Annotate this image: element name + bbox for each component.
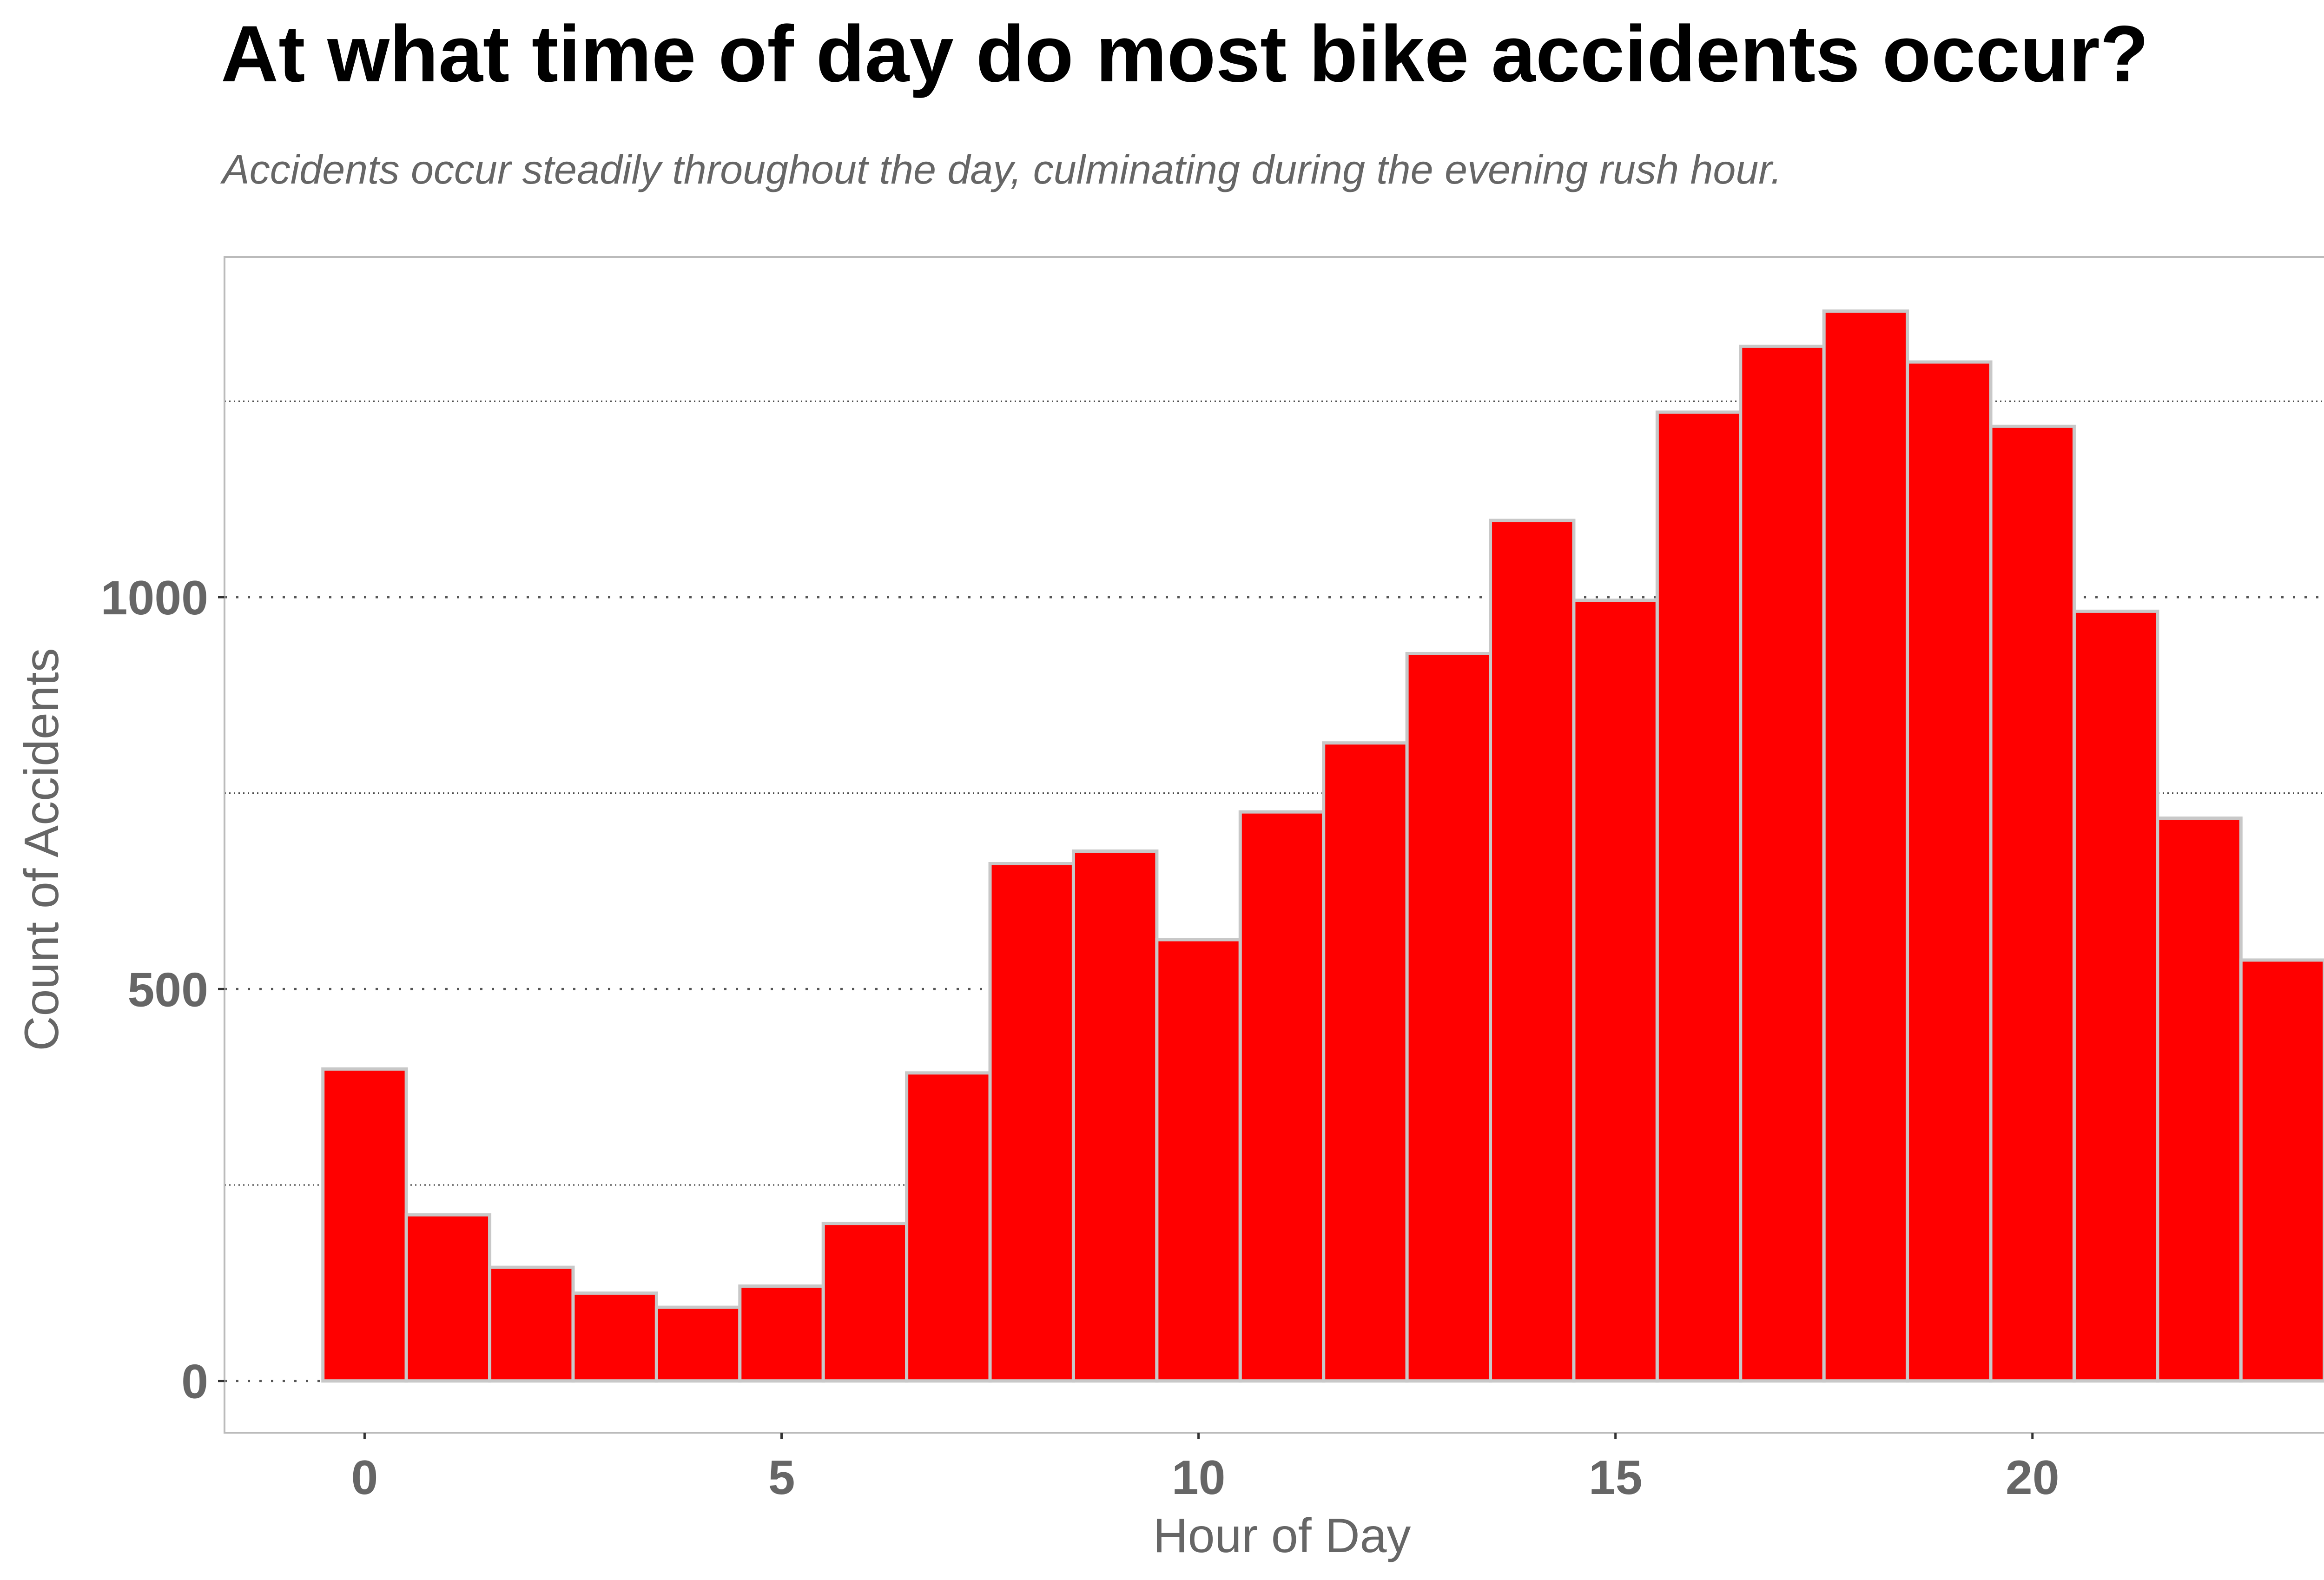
bars <box>321 309 2324 1383</box>
bar-hour-20 <box>1989 424 2076 1383</box>
bar-hour-11 <box>1238 810 1326 1383</box>
bar-hour-15 <box>1572 599 1659 1383</box>
y-axis-ticks: 0 500 1000 <box>101 571 224 1409</box>
y-tick-label: 1000 <box>101 571 208 625</box>
bar-hour-18 <box>1822 309 1909 1383</box>
bar-hour-19 <box>1906 360 1993 1383</box>
x-tick-label: 0 <box>351 1451 378 1505</box>
y-tick-label: 500 <box>127 963 208 1017</box>
x-tick-label: 15 <box>1589 1451 1643 1505</box>
bar-hour-2 <box>488 1265 575 1383</box>
bar-hour-16 <box>1655 410 1743 1383</box>
chart-subtitle: Accidents occur steadily throughout the … <box>220 146 1782 192</box>
plot-panel-border <box>224 256 2324 1434</box>
x-axis-label: Hour of Day <box>1153 1509 1411 1563</box>
x-tick-label: 20 <box>2006 1451 2060 1505</box>
bar-hour-12 <box>1322 741 1409 1383</box>
bar-hour-8 <box>988 862 1075 1383</box>
bar-hour-23 <box>2239 958 2324 1383</box>
bar-hour-7 <box>905 1071 992 1383</box>
bar-hour-3 <box>571 1291 658 1383</box>
bar-hour-5 <box>738 1284 825 1383</box>
x-tick-label: 10 <box>1172 1451 1226 1505</box>
y-axis-label: Count of Accidents <box>15 648 69 1051</box>
bar-hour-9 <box>1071 849 1159 1383</box>
x-axis-ticks: 0 5 10 15 20 <box>351 1433 2060 1505</box>
bar-hour-22 <box>2156 816 2243 1383</box>
bar-hour-17 <box>1739 344 1826 1383</box>
bar-hour-6 <box>821 1222 909 1383</box>
chart-title: At what time of day do most bike acciden… <box>221 9 2149 99</box>
bar-hour-21 <box>2072 609 2159 1383</box>
x-tick-label: 5 <box>768 1451 795 1505</box>
bar-hour-10 <box>1155 938 1242 1383</box>
bar-hour-1 <box>404 1213 492 1383</box>
bar-hour-0 <box>321 1067 408 1383</box>
bar-hour-13 <box>1405 652 1492 1383</box>
y-tick-label: 0 <box>181 1355 208 1409</box>
bar-hour-14 <box>1489 519 1576 1383</box>
bar-hour-4 <box>654 1305 742 1383</box>
